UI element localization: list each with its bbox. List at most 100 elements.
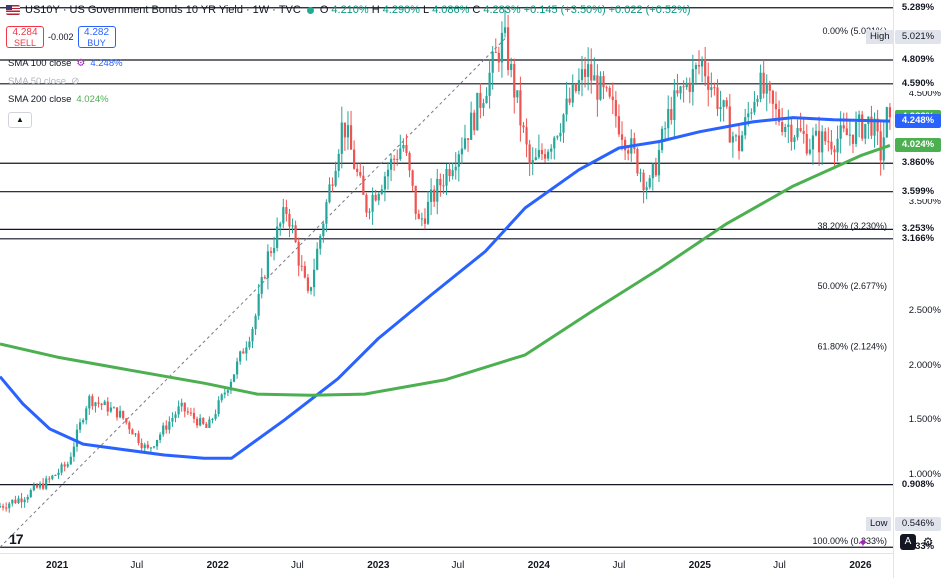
candle-body-59 bbox=[180, 402, 183, 407]
candle-body-148 bbox=[454, 166, 457, 171]
sell-button[interactable]: 4.284 SELL bbox=[6, 26, 44, 48]
candle-body-138 bbox=[423, 218, 427, 224]
candle-body-241 bbox=[741, 135, 744, 152]
gear-icon[interactable]: ⚙ bbox=[922, 535, 934, 549]
candle-body-245 bbox=[753, 101, 756, 113]
candle-body-116 bbox=[356, 168, 359, 172]
candle-body-261 bbox=[802, 130, 805, 134]
interval-label[interactable]: 1W bbox=[252, 4, 270, 16]
low-value-label: 0.546% bbox=[895, 517, 941, 532]
candle-body-191 bbox=[587, 64, 590, 77]
candle-body-86 bbox=[263, 277, 266, 279]
candle-body-146 bbox=[448, 168, 451, 177]
candle-body-124 bbox=[380, 189, 383, 194]
candle-body-273 bbox=[839, 125, 842, 139]
candle-body-121 bbox=[371, 194, 374, 212]
candle-body-3 bbox=[8, 503, 11, 509]
candle-body-269 bbox=[827, 141, 830, 143]
candle-body-105 bbox=[322, 223, 325, 237]
candle-body-65 bbox=[199, 418, 202, 426]
candle-body-247 bbox=[759, 72, 762, 100]
candle-body-32 bbox=[97, 402, 100, 404]
candle-body-20 bbox=[60, 464, 63, 473]
candle-body-235 bbox=[722, 100, 725, 108]
candle-body-187 bbox=[574, 83, 577, 92]
candle-body-190 bbox=[583, 69, 587, 77]
indicator-sma100[interactable]: SMA 100 close ⚙ 4.248% bbox=[8, 58, 123, 69]
time-tick-3: Jul bbox=[290, 560, 304, 571]
candle-body-140 bbox=[430, 189, 433, 202]
fib-trend-line bbox=[0, 36, 508, 548]
indicator-sma50[interactable]: SMA 50 close ⊘ bbox=[8, 76, 80, 87]
candle-body-217 bbox=[667, 109, 670, 129]
candle-body-67 bbox=[205, 423, 208, 428]
candle-body-61 bbox=[186, 411, 189, 413]
candle-body-103 bbox=[316, 248, 319, 270]
candle-body-85 bbox=[260, 277, 263, 294]
candle-body-248 bbox=[762, 72, 765, 94]
symbol-name[interactable]: US10Y bbox=[25, 4, 60, 16]
change-value: +0.145 (+3.50%) bbox=[523, 4, 606, 16]
collapse-legend-button[interactable]: ▲ bbox=[8, 112, 32, 128]
candle-body-147 bbox=[451, 170, 454, 177]
candle-body-117 bbox=[359, 171, 362, 176]
candle-body-180 bbox=[553, 137, 556, 149]
axis-price-label-0: 5.289% bbox=[895, 0, 941, 15]
candle-body-76 bbox=[232, 374, 236, 382]
magic-icon[interactable]: ✦ bbox=[857, 535, 869, 550]
time-tick-2: 2022 bbox=[206, 560, 229, 571]
candle-body-108 bbox=[331, 184, 334, 186]
candle-body-26 bbox=[78, 422, 82, 430]
buy-button[interactable]: 4.282 BUY bbox=[77, 26, 116, 48]
eye-off-icon[interactable]: ⊘ bbox=[71, 76, 80, 87]
candle-body-34 bbox=[103, 401, 106, 405]
candle-body-68 bbox=[208, 419, 211, 428]
candle-body-201 bbox=[617, 116, 621, 135]
candle-body-137 bbox=[420, 218, 423, 220]
candle-body-54 bbox=[165, 425, 168, 430]
candle-body-274 bbox=[842, 125, 845, 129]
price-chart[interactable]: 0.00% (5.021%) 38.20% (3.230%) 50.00% (2.6… bbox=[0, 0, 893, 553]
time-tick-7: Jul bbox=[612, 560, 626, 571]
time-axis[interactable]: 2021 Jul 2022 Jul 2023 Jul 2024 Jul 2025 Jul 2026 bbox=[0, 553, 893, 579]
chart-plot-area[interactable]: 0.00% (5.021%) 38.20% (3.230%) 50.00% (2.6… bbox=[0, 0, 893, 553]
candle-body-143 bbox=[439, 178, 442, 186]
candle-body-279 bbox=[858, 114, 861, 122]
candle-body-126 bbox=[386, 169, 390, 177]
candle-body-15 bbox=[45, 478, 48, 489]
candle-body-144 bbox=[442, 185, 445, 187]
candle-body-222 bbox=[682, 86, 685, 88]
candle-body-271 bbox=[833, 149, 836, 153]
time-tick-10: 2026 bbox=[849, 560, 872, 571]
candle-body-289 bbox=[888, 107, 892, 118]
candle-body-214 bbox=[657, 150, 661, 176]
candle-body-221 bbox=[679, 86, 682, 94]
candle-body-99 bbox=[303, 266, 306, 278]
candle-body-31 bbox=[94, 402, 97, 407]
market-status-icon bbox=[306, 6, 314, 14]
candle-body-50 bbox=[152, 446, 156, 448]
candle-body-77 bbox=[236, 361, 239, 375]
candle-body-233 bbox=[716, 87, 719, 110]
auto-scale-button[interactable]: A bbox=[900, 534, 916, 550]
candle-body-253 bbox=[777, 109, 781, 123]
candle-body-259 bbox=[796, 128, 799, 138]
candle-body-193 bbox=[593, 75, 596, 81]
high-value-label: 5.021% bbox=[895, 29, 941, 44]
candle-body-226 bbox=[694, 65, 698, 70]
candle-body-95 bbox=[291, 225, 294, 227]
candle-body-48 bbox=[146, 444, 149, 448]
candle-body-69 bbox=[211, 418, 214, 420]
price-axis[interactable]: % 4.500%3.500%2.500%2.000%1.500%1.000%5.… bbox=[893, 0, 943, 578]
candle-body-188 bbox=[577, 80, 581, 92]
candle-body-63 bbox=[192, 412, 196, 419]
indicator-sma200[interactable]: SMA 200 close 4.024% bbox=[8, 94, 109, 105]
candle-body-13 bbox=[38, 483, 42, 488]
low-badge: Low bbox=[866, 517, 892, 532]
candle-body-30 bbox=[91, 396, 94, 407]
candle-body-182 bbox=[559, 132, 562, 137]
candle-body-204 bbox=[627, 150, 630, 154]
settings-icon[interactable]: ⚙ bbox=[76, 58, 86, 69]
candle-body-250 bbox=[768, 82, 771, 91]
candle-body-194 bbox=[596, 75, 599, 100]
